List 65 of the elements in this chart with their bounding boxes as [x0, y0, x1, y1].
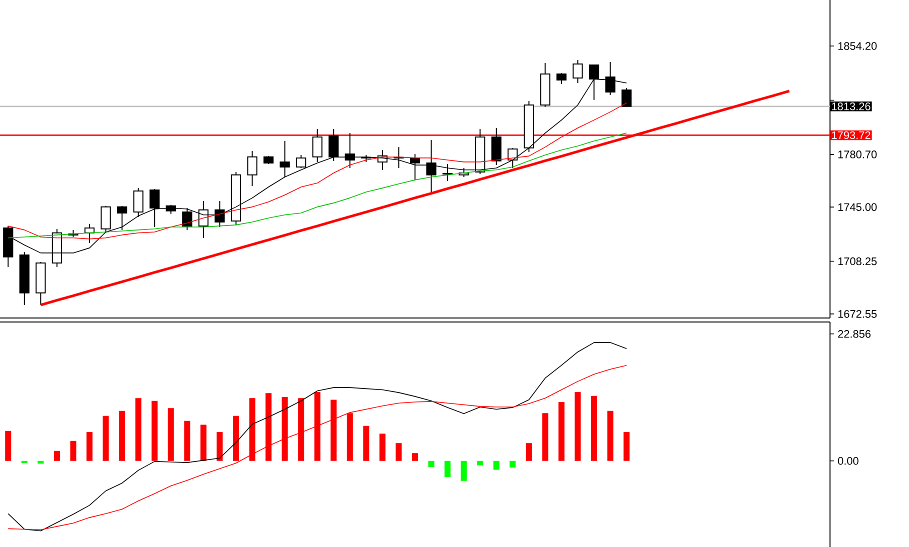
bar [346, 413, 353, 461]
bar [558, 402, 564, 461]
y-tick-label: 22.856 [838, 330, 871, 338]
bar [477, 460, 484, 466]
y-tick-label: 1745.00 [838, 203, 877, 211]
bar [119, 410, 126, 461]
candlestick [133, 188, 144, 218]
ref-line-label: 1793.72 [832, 131, 870, 140]
candlestick [296, 154, 306, 168]
bar [526, 443, 532, 461]
bar [216, 432, 223, 461]
bar [168, 408, 174, 461]
bar [510, 460, 516, 468]
bar [249, 398, 256, 461]
candlestick [572, 60, 583, 84]
bar [444, 460, 451, 477]
candlestick [442, 164, 453, 182]
bar [200, 424, 206, 461]
candlestick [556, 72, 567, 85]
bar [314, 392, 320, 461]
y-tick-label: 0.00 [838, 457, 858, 465]
bar [607, 410, 614, 461]
candlestick [150, 188, 160, 228]
bar [266, 393, 272, 461]
bar [493, 460, 500, 470]
candlestick [84, 223, 95, 244]
candlestick [214, 200, 225, 228]
candlestick [491, 128, 502, 166]
bar [591, 396, 598, 461]
candlestick [622, 88, 632, 108]
bar [574, 392, 581, 461]
y-tick-label: 1708.25 [838, 257, 877, 266]
bar [379, 434, 386, 461]
bar [298, 398, 304, 461]
bar [5, 430, 12, 461]
bar [54, 450, 60, 461]
candlestick [182, 207, 192, 230]
candlestick [117, 205, 128, 230]
bar [232, 416, 239, 461]
bar [412, 453, 418, 461]
bar [38, 460, 44, 464]
candlestick [426, 139, 436, 193]
bar [330, 400, 337, 461]
bar [184, 420, 190, 461]
candlestick [280, 140, 290, 178]
y-tick-label: 1780.70 [838, 150, 877, 158]
candlestick [328, 128, 339, 162]
candlestick [247, 150, 258, 186]
bar [102, 416, 109, 461]
ref-line-label: 1813.26 [832, 102, 870, 110]
bar [86, 432, 93, 461]
y-tick-label: 1854.20 [838, 42, 877, 50]
bar [428, 460, 434, 467]
bar [363, 426, 370, 461]
bar [135, 398, 142, 461]
bar [624, 432, 630, 461]
bar [282, 396, 288, 461]
bar [70, 440, 76, 461]
bar [152, 400, 158, 461]
candlestick [100, 205, 111, 234]
y-tick-label: 1672.55 [838, 310, 877, 318]
bar [396, 443, 402, 461]
bar [542, 413, 548, 461]
candlestick [312, 128, 322, 162]
bar [460, 460, 467, 481]
